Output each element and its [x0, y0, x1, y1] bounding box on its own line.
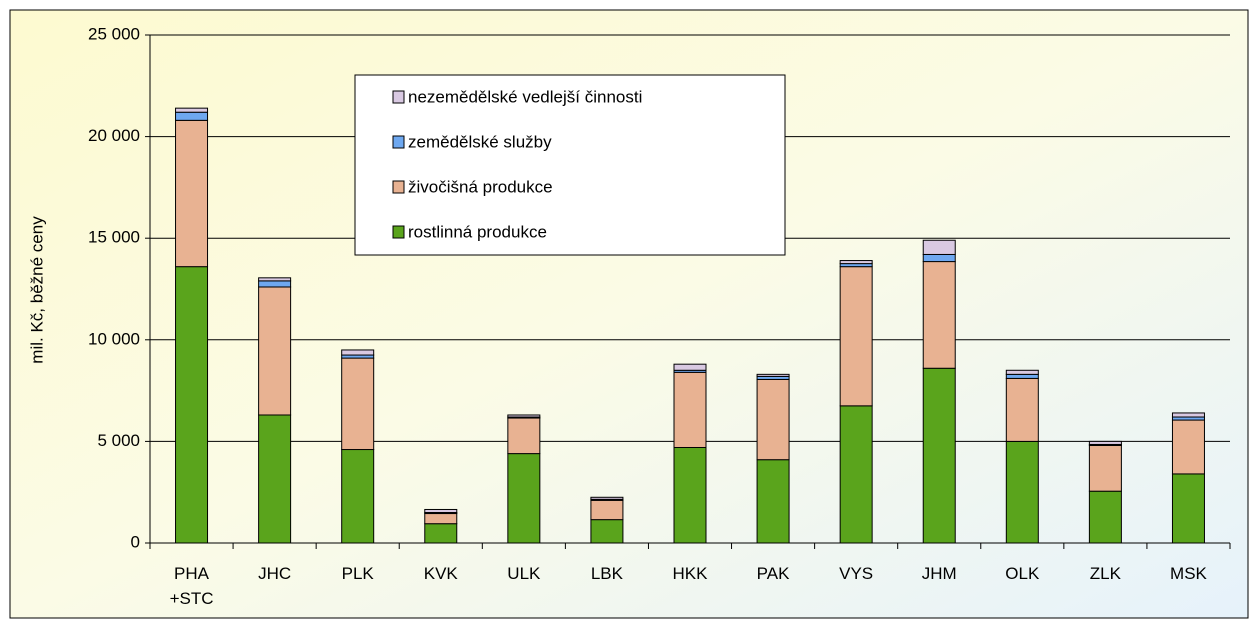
- bar-segment: [341, 357, 375, 451]
- bar-segment: [341, 449, 375, 544]
- legend: [354, 74, 786, 256]
- bar-segment: [1171, 412, 1205, 418]
- legend-swatch: [392, 180, 405, 194]
- legend-label: zemědělské služby: [408, 132, 552, 151]
- bar-segment: [922, 239, 956, 255]
- x-tick-label: HKK: [672, 564, 708, 583]
- y-tick-label: 25 000: [88, 24, 140, 43]
- bar-segment: [590, 519, 624, 544]
- bar-segment: [175, 266, 209, 544]
- bar-segment: [756, 378, 790, 461]
- bar-segment: [839, 266, 873, 407]
- legend-label: rostlinná produkce: [408, 222, 547, 241]
- x-tick-label: ZLK: [1089, 564, 1121, 583]
- bar-segment: [756, 373, 790, 377]
- x-tick-label: JHM: [921, 564, 957, 583]
- bar-segment: [1088, 490, 1122, 544]
- bar-segment: [673, 363, 707, 371]
- bar-segment: [922, 253, 956, 263]
- x-tick-label: LBK: [590, 564, 623, 583]
- x-tick-label: ULK: [507, 564, 541, 583]
- bar-segment: [175, 111, 209, 121]
- bar-segment: [590, 499, 624, 521]
- legend-label: nezemědělské vedlejší činnosti: [408, 87, 642, 106]
- x-tick-label: VYS: [839, 564, 874, 583]
- x-tick-label: PLK: [341, 564, 374, 583]
- bar-segment: [1088, 440, 1122, 445]
- bar-segment: [175, 107, 209, 113]
- bar-segment: [1005, 377, 1039, 442]
- bar-segment: [590, 496, 624, 500]
- bar-segment: [1171, 419, 1205, 475]
- y-tick-label: 5 000: [97, 431, 140, 450]
- y-tick-label: 10 000: [88, 329, 140, 348]
- bar-segment: [673, 446, 707, 544]
- bar-segment: [1088, 444, 1122, 492]
- bar-segment: [424, 508, 458, 514]
- bar-segment: [673, 371, 707, 448]
- bar-segment: [1005, 440, 1039, 544]
- bar-segment: [175, 119, 209, 268]
- bar-segment: [424, 513, 458, 525]
- legend-swatch: [392, 90, 405, 104]
- bar-segment: [258, 280, 292, 288]
- bar-segment: [756, 459, 790, 544]
- y-tick-label: 20 000: [88, 126, 140, 145]
- bar-segment: [1005, 373, 1039, 379]
- x-tick-label: PHA +STC: [169, 564, 214, 608]
- y-tick-label: 0: [131, 532, 140, 551]
- bar-segment: [922, 367, 956, 544]
- legend-swatch: [392, 135, 405, 149]
- bar-segment: [1005, 369, 1039, 375]
- x-tick-label: KVK: [423, 564, 458, 583]
- bar-segment: [1171, 473, 1205, 544]
- bar-segment: [922, 261, 956, 369]
- x-tick-label: JHC: [258, 564, 292, 583]
- legend-label: živočišná produkce: [408, 177, 553, 196]
- legend-swatch: [392, 225, 405, 239]
- bar-segment: [258, 277, 292, 282]
- y-axis-label: mil. Kč, běžné ceny: [27, 216, 46, 364]
- bar-segment: [839, 260, 873, 265]
- x-tick-label: OLK: [1005, 564, 1040, 583]
- bar-segment: [507, 414, 541, 418]
- x-tick-label: MSK: [1170, 564, 1207, 583]
- bar-segment: [507, 417, 541, 455]
- bar-segment: [424, 523, 458, 544]
- bar-segment: [258, 286, 292, 416]
- x-tick-label: PAK: [756, 564, 790, 583]
- y-tick-label: 15 000: [88, 228, 140, 247]
- bar-segment: [258, 414, 292, 544]
- bar-segment: [839, 405, 873, 544]
- bar-segment: [341, 349, 375, 356]
- bar-segment: [507, 453, 541, 544]
